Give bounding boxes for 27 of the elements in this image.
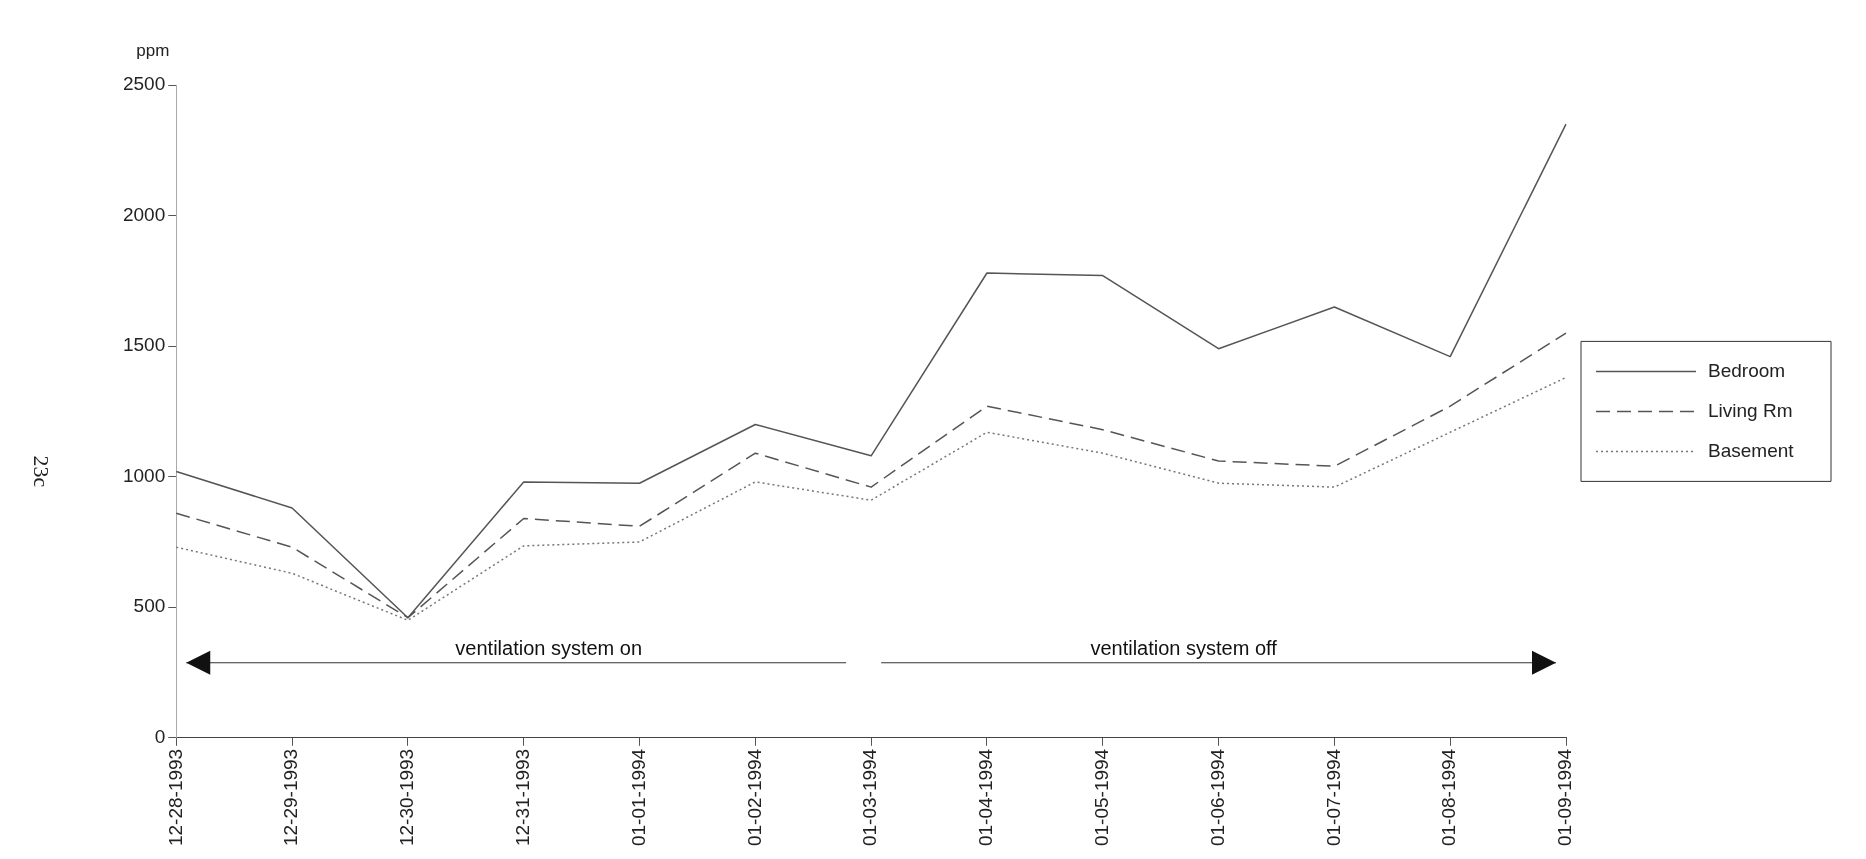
x-tick-label: 01-07-1994 [1322, 748, 1344, 847]
x-tick-label: 01-09-1994 [1554, 748, 1576, 847]
line-series [175, 376, 1567, 622]
y-tick-label: 2500 [122, 73, 166, 95]
x-tick-label: 01-08-1994 [1438, 748, 1460, 847]
x-tick-label: 12-28-1993 [164, 748, 186, 847]
x-tick-label: 01-03-1994 [859, 748, 881, 847]
text: Basement [1708, 439, 1795, 461]
x-tick-label: 01-02-1994 [743, 748, 765, 847]
annotation: ventilation system off [1090, 637, 1278, 660]
y-tick-label: 1500 [122, 334, 166, 356]
y-tick-label: 2000 [122, 203, 166, 225]
text: Living Rm [1708, 399, 1793, 421]
x-tick-label: 12-31-1993 [511, 748, 533, 847]
annotation: ventilation system on [455, 637, 643, 660]
y-tick-label: 500 [133, 595, 166, 617]
x-tick-label: 01-06-1994 [1206, 748, 1228, 847]
x-tick-label: 01-01-1994 [627, 748, 649, 847]
y-tick-label: 0 [154, 726, 166, 748]
y-axis-title: ppm [136, 41, 170, 61]
x-tick-label: 12-29-1993 [280, 748, 302, 847]
x-tick-label: 12-30-1993 [396, 748, 418, 847]
x-tick-label: 01-04-1994 [975, 748, 997, 847]
x-tick-label: 01-05-1994 [1090, 748, 1112, 847]
text: 23c [29, 455, 55, 488]
y-tick-label: 1000 [122, 464, 166, 486]
text: Bedroom [1708, 359, 1786, 381]
